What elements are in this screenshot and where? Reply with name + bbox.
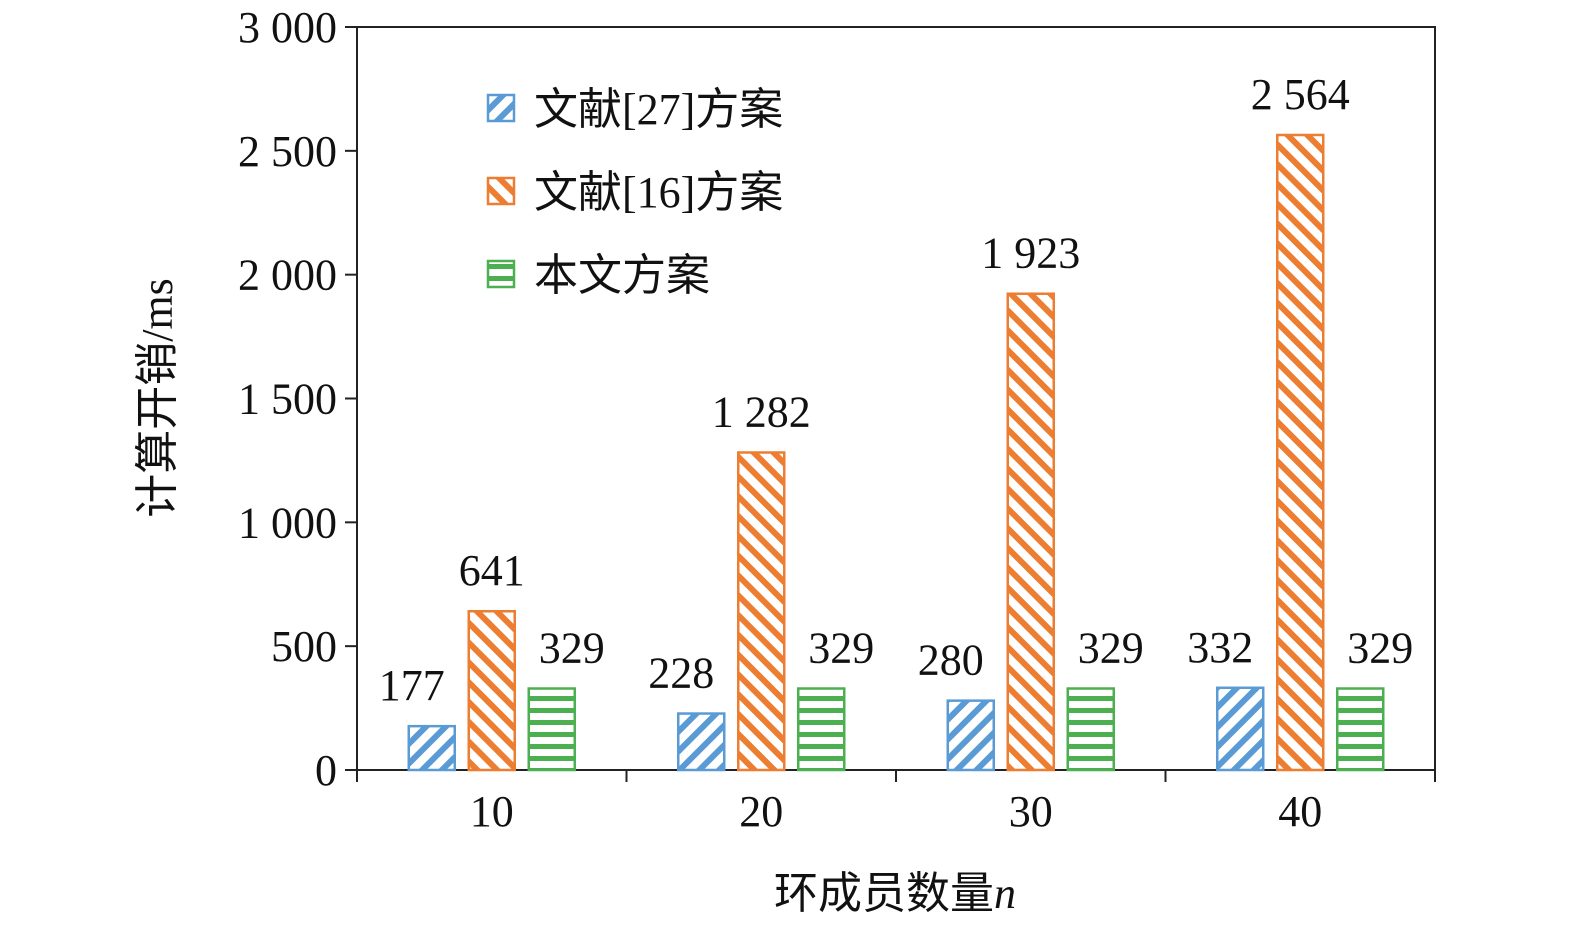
data-label: 1 923 [981, 229, 1080, 278]
data-label: 280 [918, 636, 984, 685]
bar-series-3-20 [797, 687, 846, 772]
y-axis-title: 计算开销/ms [133, 278, 182, 518]
data-label: 641 [459, 546, 525, 595]
legend-swatch-2 [486, 176, 516, 206]
bar-series-1-20 [677, 712, 726, 772]
y-tick-label: 1 500 [238, 375, 337, 424]
data-label: 329 [539, 624, 605, 673]
data-label: 329 [1078, 624, 1144, 673]
x-axis-title: 环成员数量n [774, 869, 1016, 918]
data-label: 329 [1347, 624, 1413, 673]
y-tick-label: 0 [315, 746, 337, 795]
data-label: 1 282 [712, 387, 811, 436]
x-axis-ticks: 10 20 30 40 [356, 770, 1436, 836]
data-label: 177 [379, 661, 445, 710]
x-tick-label: 40 [1278, 787, 1322, 836]
data-label: 329 [808, 624, 874, 673]
bar-series-2-30 [1006, 292, 1055, 772]
y-tick-label: 1 000 [238, 498, 337, 547]
bar-series-2-40 [1276, 133, 1325, 772]
x-tick-label: 30 [1009, 787, 1053, 836]
x-tick-label: 20 [739, 787, 783, 836]
x-axis-title-text: 环成员数量 [774, 869, 994, 918]
y-tick-label: 2 000 [238, 251, 337, 300]
legend-label-2: 文献[16]方案 [534, 168, 783, 217]
legend-label-1: 文献[27]方案 [534, 85, 783, 134]
legend-label-3: 本文方案 [534, 251, 710, 300]
y-tick-label: 2 500 [238, 127, 337, 176]
bar-series-3-10 [527, 687, 576, 772]
data-label: 2 564 [1251, 70, 1350, 119]
bars [407, 133, 1385, 772]
y-axis-ticks: 0 500 1 000 1 500 2 000 2 500 3 000 [238, 3, 357, 795]
bar-series-1-10 [407, 724, 456, 772]
data-label: 228 [648, 649, 714, 698]
data-label: 332 [1187, 623, 1253, 672]
bar-series-1-40 [1216, 686, 1265, 772]
bar-series-2-20 [737, 451, 786, 772]
legend-swatch-3 [486, 259, 516, 289]
bar-series-3-40 [1336, 687, 1385, 772]
x-tick-label: 10 [470, 787, 514, 836]
bar-series-1-30 [946, 699, 995, 772]
x-axis-title-variable: n [994, 869, 1016, 918]
y-tick-label: 3 000 [238, 3, 337, 52]
plot-frame [356, 26, 1436, 771]
data-labels: 177 641 329 228 1 282 329 280 1 923 329 332 2 564 3… [379, 70, 1414, 710]
legend-swatch-1 [486, 93, 516, 123]
bar-series-3-30 [1066, 687, 1115, 772]
bar-series-2-10 [467, 609, 516, 772]
y-tick-label: 500 [271, 622, 337, 671]
